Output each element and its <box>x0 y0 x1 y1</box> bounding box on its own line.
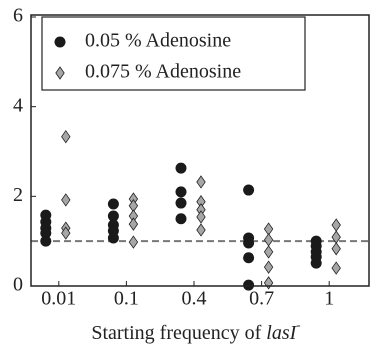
y-tick-label: 6 <box>13 5 23 27</box>
data-point <box>263 260 274 274</box>
x-tick-label: 1 <box>324 288 334 310</box>
legend-label: 0.05 % Adenosine <box>85 30 231 52</box>
plot-frame <box>30 14 370 287</box>
legend-marker <box>55 66 65 80</box>
x-label-text: Starting frequency of <box>91 322 266 344</box>
data-point <box>263 276 274 290</box>
data-point <box>196 223 206 237</box>
data-point <box>331 218 341 232</box>
x-label-gene: lasI <box>266 322 297 344</box>
data-point <box>243 237 255 249</box>
data-point <box>61 193 71 207</box>
data-point <box>263 245 274 259</box>
x-tick-label: 0.7 <box>249 288 274 310</box>
data-point <box>175 186 187 198</box>
data-point <box>107 232 119 244</box>
y-tick-label: 2 <box>13 184 23 206</box>
data-point <box>243 279 255 291</box>
data-point <box>175 213 187 225</box>
data-point <box>61 226 71 240</box>
x-axis-label: Starting frequency of lasI- <box>91 317 300 344</box>
data-point <box>331 242 341 256</box>
data-point <box>331 261 341 275</box>
legend-label: 0.075 % Adenosine <box>85 61 241 83</box>
data-point <box>175 162 187 174</box>
legend-box <box>41 16 306 91</box>
y-tick-label: 4 <box>13 94 23 116</box>
data-point <box>243 252 255 264</box>
data-point <box>310 257 322 269</box>
x-tick-label: 0.01 <box>41 288 76 310</box>
data-point <box>107 210 119 222</box>
data-point <box>107 198 119 210</box>
x-tick-label: 0.4 <box>182 288 207 310</box>
data-point <box>196 210 206 224</box>
x-label-superscript: - <box>296 317 300 332</box>
y-tick-label: 0 <box>13 274 23 296</box>
x-tick-label: 0.1 <box>114 288 139 310</box>
data-point <box>196 175 206 189</box>
data-point <box>128 217 139 231</box>
data-point <box>243 184 255 196</box>
data-point <box>128 235 139 249</box>
data-point <box>263 233 274 247</box>
legend-marker <box>54 36 66 48</box>
data-point <box>175 197 187 209</box>
data-point <box>61 130 71 144</box>
data-point <box>40 235 52 247</box>
data-point <box>40 227 52 239</box>
